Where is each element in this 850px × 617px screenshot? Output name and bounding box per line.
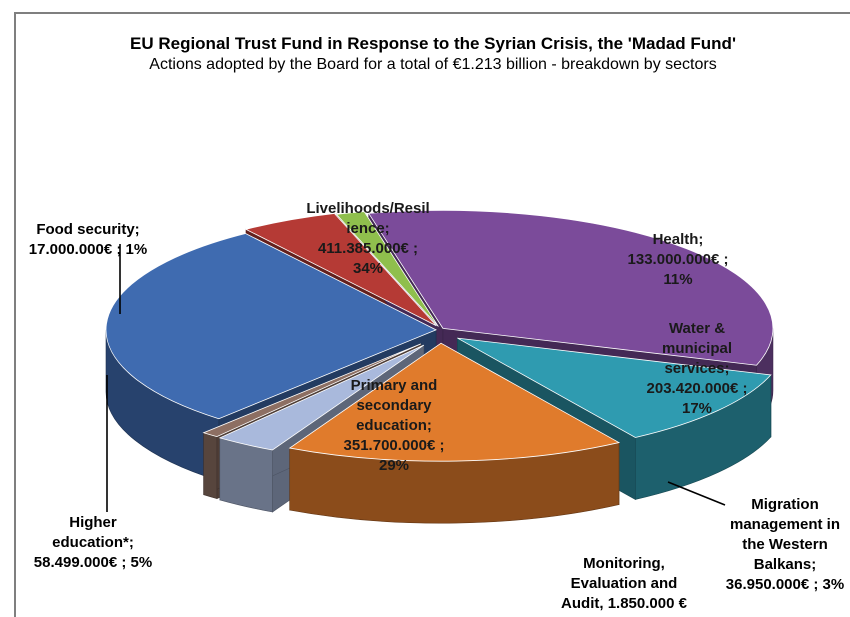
data-label-migration-line: the Western	[742, 536, 828, 553]
chart-subtitle: Actions adopted by the Board for a total…	[149, 56, 717, 73]
pie-slice-migration	[218, 344, 425, 451]
data-label-water-line: 203.420.000€ ;	[647, 380, 748, 397]
data-label-livelihoods: Livelihoods/Resil ience; 411.385.000€ ; 34%	[306, 200, 429, 277]
data-label-primary-line: education;	[356, 417, 432, 434]
data-label-migration-line: 36.950.000€ ; 3%	[726, 576, 844, 593]
data-label-water-line: municipal	[662, 340, 732, 357]
data-label-higher-line: Higher	[69, 514, 117, 531]
data-label-monitoring-line: Monitoring,	[583, 555, 665, 572]
data-label-higher-line: education*;	[52, 534, 134, 551]
data-label-water-line: services;	[664, 360, 729, 377]
pie-slice-water	[288, 342, 621, 462]
data-label-health-line: 11%	[663, 271, 692, 288]
pie-slice-food	[335, 211, 439, 327]
data-label-monitoring-line: Evaluation and	[571, 575, 678, 592]
data-label-food-line: 17.000.000€ ; 1%	[29, 241, 147, 258]
data-label-higher-line: 58.499.000€ ; 5%	[34, 554, 152, 571]
data-label-livelihoods-line: 34%	[353, 260, 383, 277]
data-label-water-line: Water &	[669, 320, 725, 337]
data-label-livelihoods-line: Livelihoods/Resil	[306, 200, 429, 217]
pie-slice-livelihoods	[368, 209, 774, 366]
chart-title: EU Regional Trust Fund in Response to th…	[130, 34, 736, 53]
data-label-primary-line: secondary	[356, 397, 432, 414]
data-label-food: Food security; 17.000.000€ ; 1%	[29, 221, 147, 258]
data-label-livelihoods-line: 411.385.000€ ;	[318, 240, 418, 257]
leader-line-migration	[667, 481, 726, 506]
pie-slice-primary	[105, 233, 437, 420]
data-label-health-line: 133.000.000€ ;	[628, 251, 729, 268]
pie-top-layer	[105, 209, 774, 462]
slice-rim-migration-0	[219, 437, 273, 513]
data-label-health-line: Health;	[653, 231, 704, 248]
data-label-primary-line: Primary and	[351, 377, 438, 394]
data-label-livelihoods-line: ience;	[346, 220, 389, 237]
data-label-health: Health; 133.000.000€ ; 11%	[628, 231, 729, 288]
frame-border-left	[14, 12, 16, 617]
data-label-migration-line: management in	[730, 516, 840, 533]
slice-rim-monitoring-0	[203, 432, 218, 500]
pie-slice-monitoring	[202, 343, 422, 438]
data-label-water-line: 17%	[682, 400, 712, 417]
data-label-primary: Primary and secondary education; 351.700.00…	[344, 377, 445, 474]
frame-border-top	[14, 12, 850, 14]
data-label-primary-line: 351.700.000€ ;	[344, 437, 445, 454]
pie-slice-higher	[244, 213, 437, 327]
data-label-monitoring: Monitoring, Evaluation and Audit, 1.850.00…	[561, 555, 688, 612]
data-label-migration: Migration management in the Western Balkans…	[726, 496, 844, 593]
data-label-water: Water & municipal services; 203.420.000€ ; 1…	[647, 320, 748, 417]
data-label-higher: Higher education*; 58.499.000€ ; 5%	[34, 514, 152, 571]
data-label-migration-line: Migration	[751, 496, 819, 513]
data-label-primary-line: 29%	[379, 457, 409, 474]
data-label-food-line: Food security;	[36, 221, 139, 238]
data-label-migration-line: Balkans;	[754, 556, 817, 573]
pie-slice-health	[457, 337, 772, 438]
data-label-monitoring-line: Audit, 1.850.000 €	[561, 595, 688, 612]
